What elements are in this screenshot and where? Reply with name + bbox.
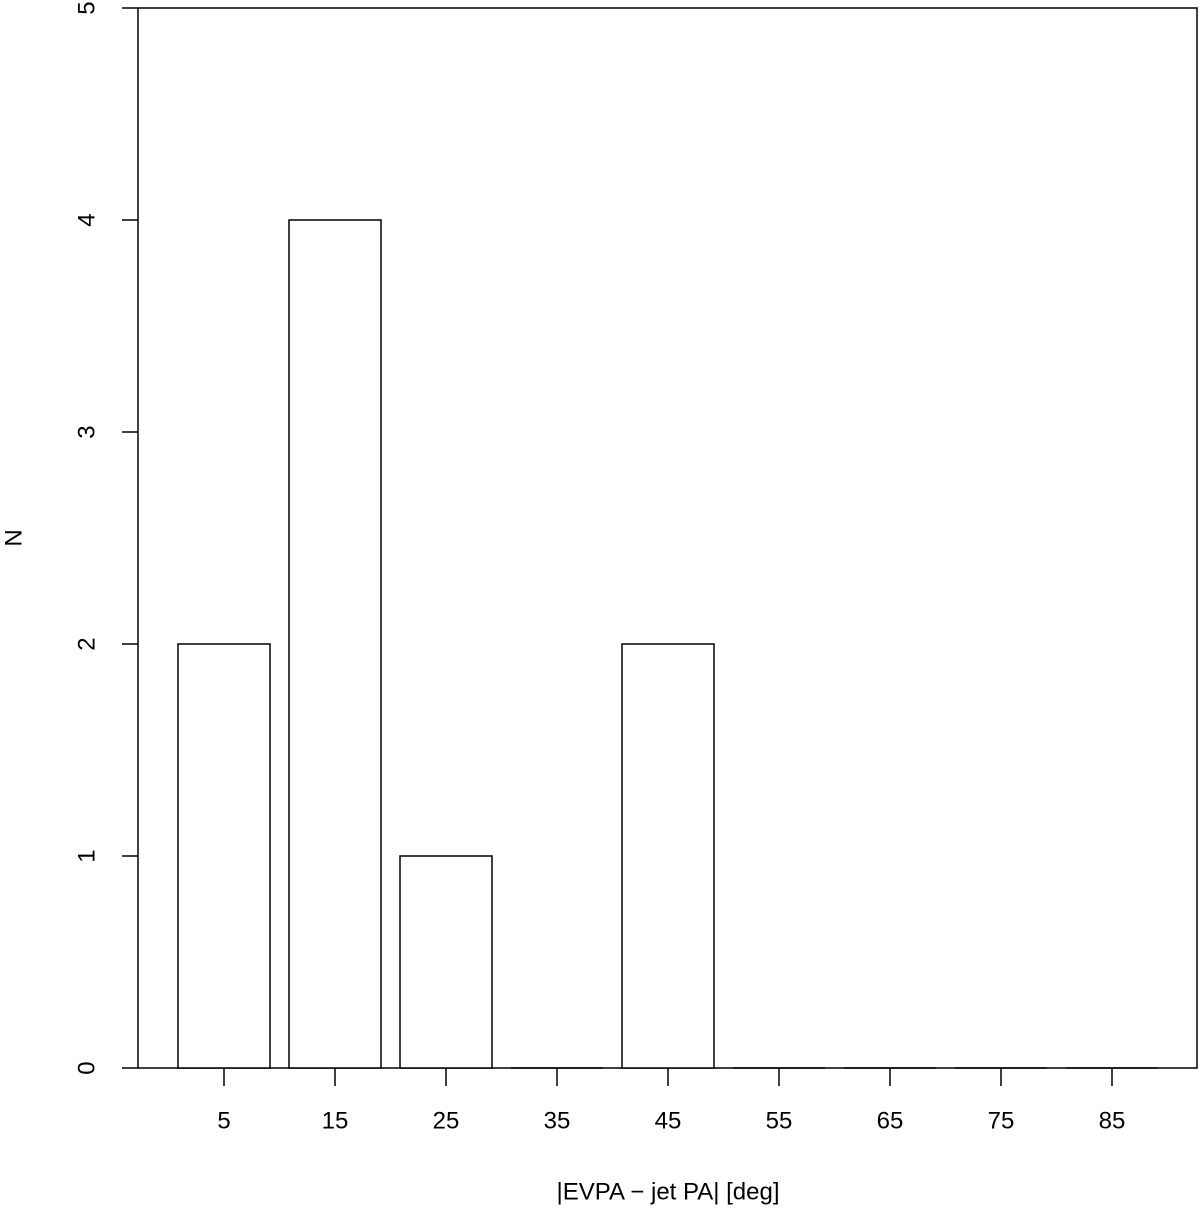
bar bbox=[177, 643, 271, 1069]
y-tick-label: 5 bbox=[73, 1, 100, 14]
y-axis-label: N bbox=[0, 529, 27, 546]
x-axis-label: |EVPA − jet PA| [deg] bbox=[556, 1178, 779, 1205]
x-tick-label: 5 bbox=[217, 1107, 230, 1134]
x-tick-label: 35 bbox=[544, 1107, 571, 1134]
y-tick-label: 1 bbox=[73, 849, 100, 862]
x-tick-label: 75 bbox=[988, 1107, 1015, 1134]
bar bbox=[399, 855, 493, 1069]
x-tick-label: 25 bbox=[433, 1107, 460, 1134]
y-tick-label: 2 bbox=[73, 637, 100, 650]
y-tick-label: 0 bbox=[73, 1061, 100, 1074]
y-tick-label: 4 bbox=[73, 213, 100, 226]
x-tick-label: 55 bbox=[766, 1107, 793, 1134]
x-tick-label: 85 bbox=[1099, 1107, 1126, 1134]
x-tick-label: 65 bbox=[877, 1107, 904, 1134]
bar bbox=[288, 219, 382, 1069]
y-tick-label: 3 bbox=[73, 425, 100, 438]
bar bbox=[621, 643, 715, 1069]
x-tick-label: 45 bbox=[655, 1107, 682, 1134]
x-tick-label: 15 bbox=[322, 1107, 349, 1134]
